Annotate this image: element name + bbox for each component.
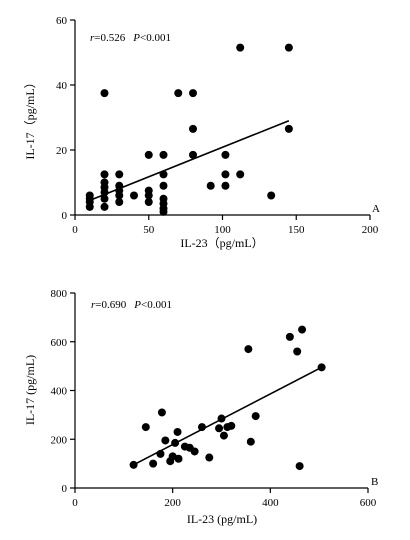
data-point bbox=[317, 363, 326, 372]
data-point bbox=[227, 421, 236, 430]
data-point bbox=[246, 437, 255, 446]
x-tick-label: 0 bbox=[72, 497, 78, 509]
data-point bbox=[159, 170, 168, 179]
data-point bbox=[171, 438, 180, 447]
x-tick-label: 600 bbox=[360, 497, 377, 509]
data-point bbox=[215, 424, 224, 433]
data-point bbox=[284, 124, 293, 133]
data-point bbox=[221, 170, 230, 179]
data-point bbox=[298, 325, 307, 334]
data-point bbox=[236, 170, 245, 179]
correlation-stat: r=0.526 P<0.001 bbox=[90, 32, 171, 44]
data-point bbox=[174, 454, 183, 463]
panel-label: B bbox=[371, 476, 378, 488]
data-point bbox=[157, 408, 166, 417]
data-point bbox=[205, 453, 214, 462]
data-point bbox=[100, 194, 109, 203]
data-point bbox=[295, 462, 304, 471]
x-tick-label: 0 bbox=[72, 224, 78, 236]
data-point bbox=[221, 150, 230, 159]
data-point bbox=[189, 124, 197, 133]
data-point bbox=[174, 89, 183, 98]
correlation-stat: r=0.690 P<0.001 bbox=[91, 299, 172, 311]
data-point bbox=[115, 170, 124, 179]
data-point bbox=[173, 427, 182, 436]
data-point bbox=[217, 414, 226, 423]
x-axis-label: IL-23 (pg/mL) bbox=[187, 512, 257, 526]
data-point bbox=[159, 181, 168, 190]
y-tick-label: 40 bbox=[56, 80, 68, 92]
data-point bbox=[284, 43, 293, 52]
data-point bbox=[159, 150, 168, 159]
data-point bbox=[100, 89, 109, 98]
data-point bbox=[189, 150, 197, 159]
data-point bbox=[144, 150, 153, 159]
x-tick-label: 50 bbox=[143, 224, 155, 236]
data-point bbox=[161, 436, 170, 445]
data-point bbox=[189, 89, 197, 98]
data-point bbox=[219, 431, 228, 440]
x-tick-label: 100 bbox=[214, 224, 231, 236]
data-point bbox=[129, 460, 138, 469]
data-point bbox=[100, 170, 109, 179]
y-tick-label: 60 bbox=[56, 15, 68, 27]
data-point bbox=[267, 191, 276, 200]
data-point bbox=[190, 447, 199, 456]
y-tick-label: 200 bbox=[51, 434, 68, 446]
data-point bbox=[144, 186, 153, 195]
y-tick-label: 0 bbox=[62, 483, 68, 495]
y-tick-label: 600 bbox=[51, 337, 68, 349]
x-tick-label: 150 bbox=[288, 224, 305, 236]
scatter-panel-b: IL-17 (pg/mL) IL-23 (pg/mL) r=0.690 P<0.0… bbox=[23, 288, 378, 526]
data-point bbox=[85, 191, 94, 200]
data-point bbox=[236, 43, 245, 52]
y-tick-label: 0 bbox=[62, 210, 68, 222]
data-point bbox=[159, 194, 168, 203]
y-tick-label: 20 bbox=[56, 145, 68, 157]
data-point bbox=[206, 181, 215, 190]
data-point bbox=[144, 198, 153, 206]
data-point bbox=[197, 423, 206, 432]
x-tick-label: 400 bbox=[262, 497, 279, 509]
data-point bbox=[244, 345, 253, 354]
scatter-panel-a: IL-17（pg/mL） IL-23（pg/mL） r=0.526 P<0.001… bbox=[23, 15, 380, 250]
panel-label: A bbox=[372, 203, 380, 215]
x-tick-label: 200 bbox=[164, 497, 181, 509]
regression-line bbox=[133, 366, 322, 466]
data-point bbox=[156, 449, 165, 458]
x-tick-label: 200 bbox=[362, 224, 379, 236]
data-point bbox=[149, 459, 158, 468]
y-tick-label: 800 bbox=[51, 288, 68, 300]
data-point bbox=[100, 202, 109, 211]
x-axis-label: IL-23（pg/mL） bbox=[180, 236, 263, 250]
data-point bbox=[293, 347, 302, 356]
data-point bbox=[115, 181, 124, 190]
data-point bbox=[100, 178, 109, 187]
data-point bbox=[251, 412, 260, 421]
data-point bbox=[130, 191, 138, 200]
data-point bbox=[285, 332, 294, 341]
data-point bbox=[115, 198, 124, 206]
data-point bbox=[141, 423, 150, 432]
y-axis-label: IL-17（pg/mL） bbox=[23, 76, 37, 159]
data-point bbox=[221, 181, 230, 190]
y-axis-label: IL-17 (pg/mL) bbox=[23, 355, 37, 425]
y-tick-label: 400 bbox=[51, 386, 68, 398]
